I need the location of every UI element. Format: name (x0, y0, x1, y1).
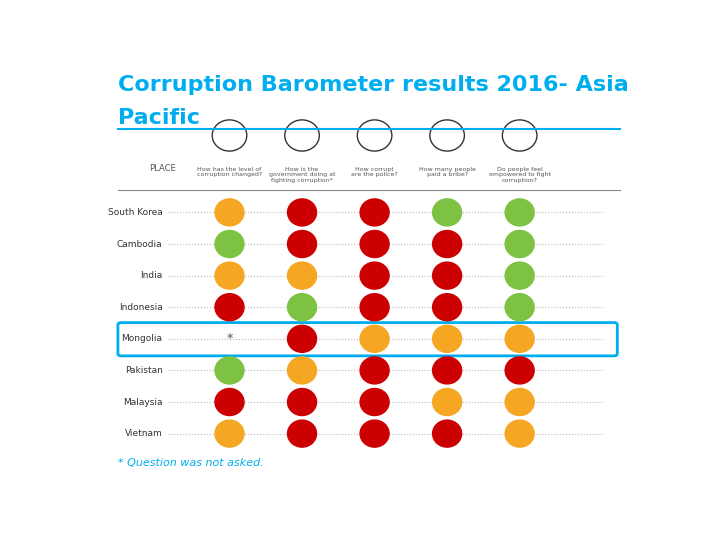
Ellipse shape (433, 325, 462, 352)
Text: South Korea: South Korea (108, 208, 163, 217)
Ellipse shape (433, 231, 462, 258)
Text: India: India (140, 271, 163, 280)
Ellipse shape (360, 420, 389, 447)
Ellipse shape (215, 357, 244, 384)
Ellipse shape (505, 388, 534, 415)
Text: * Question was not asked.: * Question was not asked. (118, 458, 264, 468)
Ellipse shape (505, 231, 534, 258)
Ellipse shape (287, 357, 317, 384)
Ellipse shape (433, 262, 462, 289)
Ellipse shape (360, 199, 389, 226)
Text: Corruption Barometer results 2016- Asia: Corruption Barometer results 2016- Asia (118, 75, 629, 95)
Ellipse shape (505, 262, 534, 289)
Ellipse shape (505, 294, 534, 321)
Ellipse shape (215, 420, 244, 447)
Ellipse shape (505, 420, 534, 447)
Text: Pacific: Pacific (118, 109, 200, 129)
Text: Malaysia: Malaysia (123, 397, 163, 407)
Ellipse shape (505, 199, 534, 226)
Text: How many people
paid a bribe?: How many people paid a bribe? (419, 167, 475, 178)
Ellipse shape (433, 357, 462, 384)
Ellipse shape (287, 199, 317, 226)
Text: Cambodia: Cambodia (117, 240, 163, 248)
Ellipse shape (287, 388, 317, 415)
Ellipse shape (360, 357, 389, 384)
Ellipse shape (287, 231, 317, 258)
Ellipse shape (215, 199, 244, 226)
Ellipse shape (433, 420, 462, 447)
Text: How corrupt
are the police?: How corrupt are the police? (351, 167, 398, 178)
Ellipse shape (287, 325, 317, 352)
Ellipse shape (215, 294, 244, 321)
Text: *: * (226, 332, 233, 345)
Ellipse shape (215, 231, 244, 258)
Ellipse shape (433, 199, 462, 226)
Ellipse shape (505, 325, 534, 352)
Ellipse shape (287, 262, 317, 289)
Ellipse shape (360, 231, 389, 258)
Text: Vietnam: Vietnam (125, 429, 163, 438)
Text: Do people feel
empowered to fight
corruption?: Do people feel empowered to fight corrup… (489, 167, 551, 183)
Ellipse shape (360, 388, 389, 415)
Ellipse shape (360, 294, 389, 321)
Ellipse shape (505, 357, 534, 384)
Ellipse shape (287, 294, 317, 321)
Ellipse shape (215, 262, 244, 289)
Ellipse shape (287, 420, 317, 447)
Text: PLACE: PLACE (149, 164, 176, 173)
Text: Indonesia: Indonesia (119, 303, 163, 312)
Text: Pakistan: Pakistan (125, 366, 163, 375)
Ellipse shape (360, 325, 389, 352)
Text: Mongolia: Mongolia (122, 334, 163, 343)
Ellipse shape (433, 294, 462, 321)
Ellipse shape (360, 262, 389, 289)
Ellipse shape (433, 388, 462, 415)
Ellipse shape (215, 388, 244, 415)
Text: How has the level of
corruption changed?: How has the level of corruption changed? (197, 167, 262, 178)
Text: How is the
government doing at
fighting corruption*: How is the government doing at fighting … (269, 167, 336, 183)
